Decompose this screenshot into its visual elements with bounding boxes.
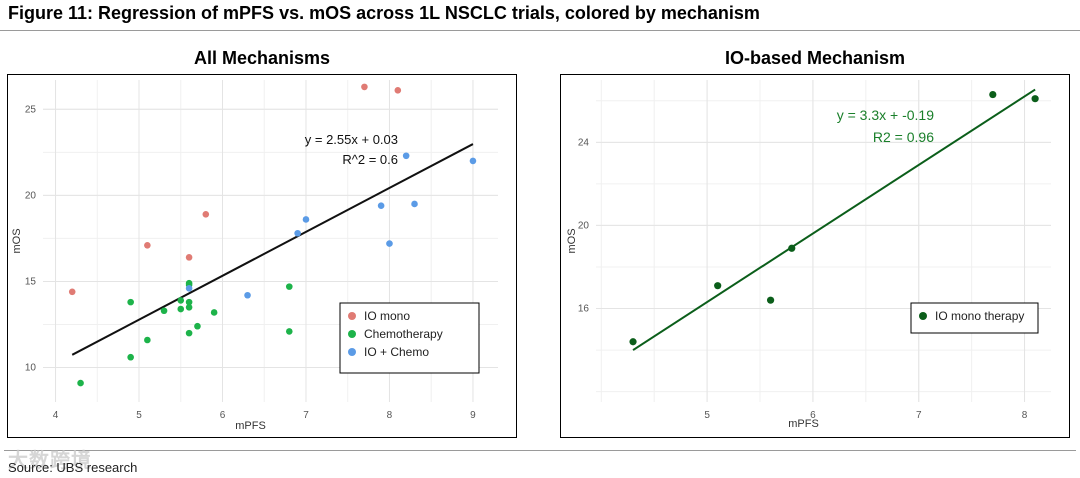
x-tick-label: 7: [916, 410, 922, 421]
watermark-logo: 大数跨境: [8, 450, 92, 472]
y-axis-label: mOS: [11, 228, 23, 253]
x-tick-label: 8: [1022, 410, 1028, 421]
data-point-io-chemo: [469, 157, 477, 165]
data-point-io-chemo: [302, 216, 310, 223]
x-tick-label: 5: [136, 410, 142, 421]
data-point-chemotherapy: [185, 303, 193, 311]
regression-equation: y = 3.3x + -0.19: [837, 107, 934, 123]
legend-label: IO mono: [364, 309, 410, 323]
data-point-io-mono-therapy: [1031, 95, 1039, 103]
regression-line: [71, 143, 474, 356]
data-point-chemotherapy: [160, 307, 168, 315]
data-point-chemotherapy: [185, 329, 193, 337]
legend-marker: [348, 330, 356, 338]
right-chart-title: IO-based Mechanism: [724, 48, 906, 68]
x-axis-label: mPFS: [788, 418, 819, 430]
data-point-io-mono-therapy: [714, 282, 722, 290]
legend-marker: [348, 312, 356, 320]
data-point-chemotherapy: [77, 379, 84, 387]
data-point-chemotherapy: [210, 309, 218, 316]
data-point-chemotherapy: [194, 322, 201, 330]
data-point-chemotherapy: [285, 283, 293, 290]
figure-title: Figure 11: Regression of mPFS vs. mOS ac…: [8, 3, 760, 23]
left-scatter-chart: 4 5 6 7 8 9 10 15 20 25 mPFS mOS y = 2.55x + 0.03 R^2…: [11, 80, 498, 432]
y-tick-label: 24: [578, 137, 590, 148]
data-point-io-chemo: [185, 285, 193, 292]
legend-label: Chemotherapy: [364, 327, 443, 341]
data-point-chemotherapy: [127, 353, 134, 361]
legend-label: IO + Chemo: [364, 345, 429, 359]
y-axis-label: mOS: [566, 228, 578, 253]
y-tick-label: 25: [25, 104, 37, 115]
data-point-io-mono-therapy: [629, 338, 637, 346]
data-point-io-chemo: [386, 240, 393, 247]
data-point-io-chemo: [402, 152, 410, 160]
x-tick-label: 6: [810, 410, 816, 421]
x-tick-label: 5: [704, 410, 710, 421]
data-point-io-mono-therapy: [989, 90, 997, 99]
left-chart-panel: 4 5 6 7 8 9 10 15 20 25 mPFS mOS y = 2.55x + 0.03 R^2…: [7, 74, 517, 438]
x-tick-label: 7: [303, 410, 309, 421]
data-point-io-chemo: [411, 200, 418, 208]
data-point-io-mono: [202, 211, 210, 218]
data-point-io-chemo: [377, 202, 385, 210]
left-chart-title: All Mechanisms: [193, 48, 331, 68]
top-divider: [0, 30, 1080, 31]
data-point-io-mono: [394, 87, 402, 94]
right-chart-panel: 5 6 7 8 16 20 24 mPFS mOS y = 3.3x + -0.19 R2 = 0.…: [560, 74, 1070, 438]
data-point-io-mono-therapy: [788, 244, 796, 252]
x-axis-label: mPFS: [235, 420, 266, 432]
r-squared-label: R2 = 0.96: [873, 129, 934, 145]
data-point-io-mono: [144, 242, 151, 249]
y-tick-label: 16: [578, 304, 590, 315]
x-tick-label: 8: [387, 410, 393, 421]
regression-equation: y = 2.55x + 0.03: [305, 132, 398, 147]
y-tick-label: 20: [25, 190, 37, 201]
y-tick-label: 10: [25, 363, 37, 374]
data-point-io-mono: [68, 288, 76, 296]
x-tick-label: 9: [470, 410, 476, 421]
data-point-io-mono: [361, 83, 368, 91]
legend-marker: [348, 348, 356, 356]
data-point-chemotherapy: [127, 298, 134, 306]
right-scatter-chart: 5 6 7 8 16 20 24 mPFS mOS y = 3.3x + -0.19 R2 = 0.…: [566, 80, 1051, 430]
data-point-io-chemo: [294, 229, 301, 237]
x-tick-label: 6: [220, 410, 226, 421]
x-tick-label: 4: [53, 410, 59, 421]
source-note: Source: UBS research: [8, 460, 138, 475]
data-point-chemotherapy: [285, 328, 293, 335]
data-point-chemotherapy: [185, 298, 193, 306]
y-tick-label: 20: [578, 220, 590, 231]
legend-box: [910, 302, 1039, 334]
legend-label: IO mono therapy: [935, 309, 1024, 323]
data-point-io-mono-therapy: [766, 296, 775, 304]
data-point-io-mono: [185, 254, 193, 261]
legend-marker: [919, 312, 927, 320]
data-point-io-chemo: [244, 291, 251, 299]
data-point-chemotherapy: [144, 336, 151, 344]
data-point-chemotherapy: [177, 305, 185, 313]
legend-box: [339, 302, 480, 374]
bottom-divider: [4, 450, 1076, 451]
data-point-chemotherapy: [177, 297, 185, 304]
y-tick-label: 15: [25, 276, 37, 287]
r-squared-label: R^2 = 0.6: [342, 152, 398, 167]
regression-line: [632, 88, 1036, 351]
